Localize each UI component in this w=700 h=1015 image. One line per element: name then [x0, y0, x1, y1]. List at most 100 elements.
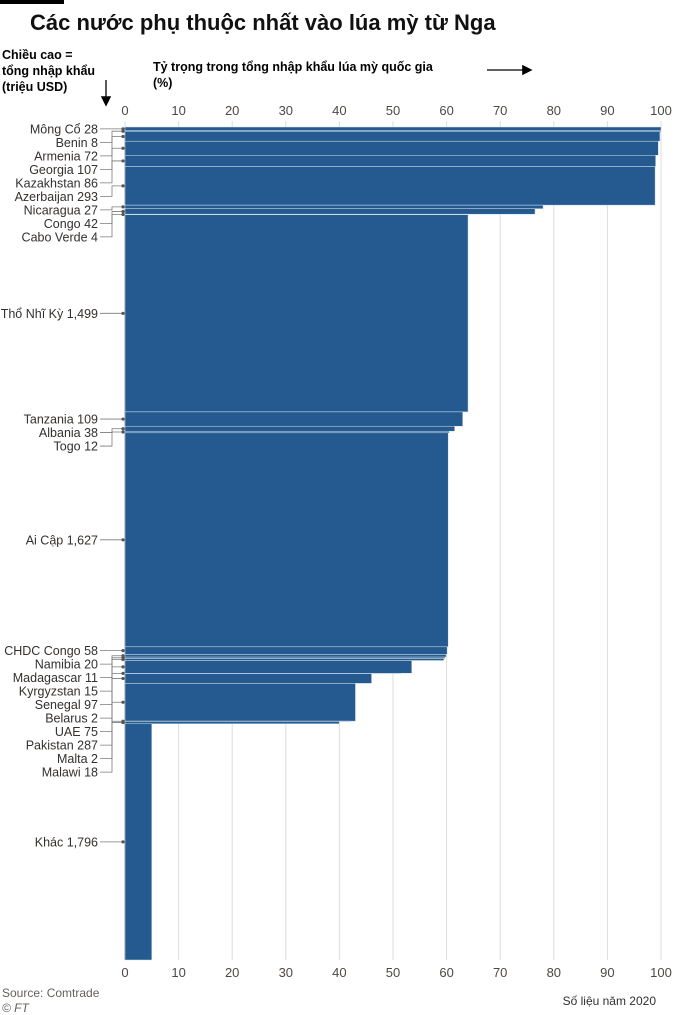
leader-namibia [100, 655, 125, 665]
label-tanzania: Tanzania 109 [24, 413, 98, 427]
leader-georgia [100, 147, 125, 170]
label-malta: Malta 2 [57, 752, 98, 766]
leader-lines [100, 127, 125, 844]
leader-dot-tho-nhi-ky [121, 311, 125, 315]
leader-cabo-verde [100, 214, 125, 238]
bar-senegal [124, 660, 413, 674]
label-kazakhstan: Kazakhstan 86 [15, 176, 98, 190]
leader-dot-uae [121, 676, 125, 681]
bar-georgia [124, 140, 659, 156]
bar-tanzania [124, 411, 463, 427]
leader-uae [100, 678, 125, 733]
bar-namibia [124, 654, 447, 658]
x-tick-bottom-70: 70 [493, 965, 507, 980]
x-tick-top-80: 80 [547, 103, 561, 118]
label-malawi: Malawi 18 [42, 766, 98, 780]
leader-dot-georgia [121, 146, 125, 150]
bar-chdc-congo [124, 646, 448, 655]
x-tick-bottom-40: 40 [332, 965, 346, 980]
label-georgia: Georgia 107 [29, 163, 98, 177]
label-madagascar: Madagascar 11 [13, 671, 98, 685]
bar-malawi [124, 721, 340, 725]
leader-dot-senegal [121, 665, 125, 669]
leader-malawi [100, 722, 125, 773]
source-note: Source: Comtrade [2, 986, 100, 1000]
x-tick-top-50: 50 [386, 103, 400, 118]
leader-dot-azerbaijan [121, 184, 125, 188]
leader-madagascar [100, 657, 125, 679]
x-tick-bottom-10: 10 [171, 965, 185, 980]
label-cabo-verde: Cabo Verde 4 [22, 230, 98, 244]
leader-dot-mong-co [121, 127, 125, 131]
x-tick-top-60: 60 [439, 103, 453, 118]
label-ai-cap: Ai Cập 1,627 [26, 533, 98, 547]
bar-nicaragua [124, 204, 544, 209]
leader-belarus [100, 672, 125, 719]
label-benin: Benin 8 [56, 136, 98, 150]
bar-armenia [124, 131, 661, 142]
leader-dot-cabo-verde [121, 212, 125, 217]
x-tick-top-100: 100 [650, 103, 672, 118]
chart-title: Các nước phụ thuộc nhất vào lúa mỳ từ Ng… [30, 10, 496, 35]
label-pakistan: Pakistan 287 [26, 739, 98, 753]
x-axis-label-line-2: (%) [153, 76, 173, 90]
x-tick-top-0: 0 [121, 103, 128, 118]
leader-azerbaijan [100, 185, 125, 197]
leader-albania [100, 428, 125, 433]
x-tick-top-40: 40 [332, 103, 346, 118]
x-tick-top-10: 10 [171, 103, 185, 118]
leader-pakistan [100, 701, 125, 746]
x-axis-label: Tỷ trọng trong tổng nhập khẩu lúa mỳ quố… [153, 59, 433, 91]
leader-congo [100, 211, 125, 224]
label-uae: UAE 75 [55, 725, 98, 739]
label-kyrgyzstan: Kyrgyzstan 15 [19, 685, 98, 699]
x-tick-bottom-50: 50 [386, 965, 400, 980]
leader-dot-chdc-congo [121, 649, 125, 653]
leader-dot-ai-cap [121, 538, 125, 542]
bar-ai-cap [124, 432, 449, 648]
label-azerbaijan: Azerbaijan 293 [15, 190, 98, 204]
leader-armenia [100, 136, 125, 157]
label-togo: Togo 12 [54, 440, 99, 454]
bar-kazakhstan [124, 155, 656, 167]
label-senegal: Senegal 97 [35, 698, 98, 712]
label-albania: Albania 38 [39, 426, 98, 440]
leader-dot-pakistan [121, 700, 125, 704]
leader-dot-tanzania [121, 417, 125, 421]
leader-dot-malawi [121, 720, 125, 725]
x-tick-bottom-0: 0 [121, 965, 128, 980]
bar-khac [124, 723, 153, 961]
bar-uae [124, 673, 372, 684]
label-chdc-congo: CHDC Congo 58 [4, 644, 98, 658]
leader-senegal [100, 666, 125, 706]
leader-dot-khac [121, 840, 125, 844]
height-legend-label: Chiều cao = tổng nhập khẩu (triệu USD) [2, 47, 95, 95]
label-congo: Congo 42 [44, 217, 98, 231]
leader-kazakhstan [100, 160, 125, 184]
leader-nicaragua [100, 206, 125, 211]
leader-malta [100, 720, 125, 760]
label-armenia: Armenia 72 [34, 149, 98, 163]
bar-azerbaijan [124, 166, 656, 206]
leader-dot-congo [121, 209, 125, 214]
leader-dot-kazakhstan [121, 159, 125, 163]
leader-togo [100, 431, 125, 447]
x-ticks-top: 0 10 20 30 40 50 60 70 80 90 100 [121, 103, 671, 118]
ft-logo: © FT [2, 1001, 29, 1015]
bar-congo [124, 208, 536, 215]
label-namibia: Namibia 20 [35, 658, 98, 672]
label-nicaragua: Nicaragua 27 [24, 203, 98, 217]
label-mong-co: Mông Cổ 28 [30, 122, 98, 136]
label-tho-nhi-ky: Thổ Nhĩ Kỳ 1,499 [1, 307, 98, 321]
x-tick-bottom-30: 30 [279, 965, 293, 980]
leader-dot-armenia [121, 134, 125, 139]
leader-dot-kyrgyzstan [121, 657, 125, 662]
x-tick-top-90: 90 [600, 103, 614, 118]
leader-dot-albania [121, 427, 125, 431]
bar-pakistan [124, 683, 356, 722]
height-legend-line-2: tổng nhập khẩu [2, 64, 96, 78]
bar-albania [124, 425, 455, 432]
x-tick-top-70: 70 [493, 103, 507, 118]
